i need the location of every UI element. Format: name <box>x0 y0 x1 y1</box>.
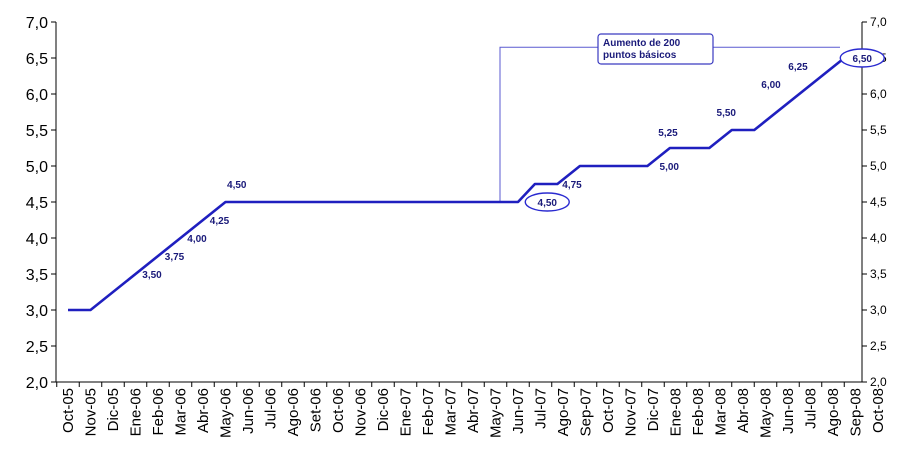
x-tick-label: Ago-07 <box>555 388 572 436</box>
x-tick-label: Jul-06 <box>263 388 280 429</box>
x-tick-label: Ene-06 <box>128 388 145 436</box>
x-tick-label: Jun-06 <box>240 388 257 434</box>
x-tick-label: Nov-07 <box>623 388 640 436</box>
circled-label-ellipse <box>524 192 570 212</box>
data-label: 4,50 <box>227 180 247 191</box>
x-tick-label: Feb-06 <box>150 388 167 436</box>
data-label: 4,50 <box>538 198 558 209</box>
callout-text-line: puntos básicos <box>603 50 677 61</box>
y-tick-label-left: 7,0 <box>26 15 48 32</box>
x-tick-label: Feb-08 <box>690 388 707 436</box>
x-tick-label: Dic-06 <box>375 388 392 431</box>
x-tick-label: Oct-06 <box>330 388 347 433</box>
axes: 2,0 2,0 2,5 2,5 3,0 3,0 3,5 3,5 4,0 4,0 4,5 4,5 5,0 5… <box>26 15 887 438</box>
y-tick-label-left: 4,5 <box>26 195 48 212</box>
x-tick-label: Ene-08 <box>668 388 685 436</box>
y-tick-label-left: 6,5 <box>26 51 48 68</box>
x-tick-label: Mar-07 <box>443 388 460 436</box>
y-tick-label-left: 5,5 <box>26 123 48 140</box>
data-label: 4,75 <box>562 180 582 191</box>
y-tick-label-left: 5,0 <box>26 159 48 176</box>
series-line <box>68 56 867 312</box>
x-tick-label: Abr-08 <box>735 388 752 433</box>
callout-bracket-left <box>499 46 598 202</box>
x-tick-label: Nov-05 <box>83 388 100 436</box>
x-tick-label: Ago-06 <box>285 388 302 436</box>
x-tick-label: Ago-08 <box>825 388 842 436</box>
x-tick-label: Jun-07 <box>510 388 527 434</box>
x-tick-label: Mar-06 <box>173 388 190 436</box>
x-tick-label: Jul-08 <box>803 388 820 429</box>
data-label: 5,25 <box>658 128 678 139</box>
x-tick-label: Sep-08 <box>848 388 865 436</box>
y-tick-label-right: 2,0 <box>870 375 887 389</box>
data-label: 5,50 <box>717 108 737 119</box>
callout-box <box>597 33 714 65</box>
y-tick-label-left: 6,0 <box>26 87 48 104</box>
data-label: 6,25 <box>788 62 808 73</box>
x-tick-label: May-06 <box>218 388 235 438</box>
y-tick-label-right: 5,5 <box>870 123 887 137</box>
data-label: 3,50 <box>142 270 162 281</box>
y-tick-label-right: 2,5 <box>870 339 887 353</box>
x-tick-label: Oct-08 <box>870 388 887 433</box>
x-tick-label: Dic-07 <box>645 388 662 431</box>
x-tick-label: Set-06 <box>308 388 325 432</box>
x-tick-label: Nov-06 <box>353 388 370 436</box>
y-tick-label-right: 6,0 <box>870 87 887 101</box>
data-label: 5,00 <box>660 162 680 173</box>
data-label: 6,00 <box>761 80 781 91</box>
y-tick-label-left: 3,0 <box>26 303 48 320</box>
x-tick-label: Sep-07 <box>578 388 595 436</box>
data-label: 6,50 <box>853 54 873 65</box>
x-tick-label: Abr-07 <box>465 388 482 433</box>
y-tick-label-right: 4,5 <box>870 195 887 209</box>
data-label: 3,75 <box>165 252 185 263</box>
y-tick-label-right: 3,5 <box>870 267 887 281</box>
y-tick-label-left: 3,5 <box>26 267 48 284</box>
y-tick-label-right: 7,0 <box>870 15 887 29</box>
x-tick-label: May-07 <box>488 388 505 438</box>
y-tick-label-right: 3,0 <box>870 303 887 317</box>
y-tick-label-left: 4,0 <box>26 231 48 248</box>
circled-label-ellipse <box>839 48 885 68</box>
x-tick-label: Jun-08 <box>780 388 797 434</box>
x-tick-label: Dic-05 <box>105 388 122 431</box>
series-layer <box>68 56 867 312</box>
x-tick-label: Mar-08 <box>713 388 730 436</box>
callout-text-line: Aumento de 200 <box>603 38 681 49</box>
x-tick-label: Feb-07 <box>420 388 437 436</box>
y-tick-label-left: 2,0 <box>26 375 48 392</box>
y-tick-label-left: 2,5 <box>26 339 48 356</box>
y-tick-label-right: 5,0 <box>870 159 887 173</box>
x-tick-label: Oct-07 <box>600 388 617 433</box>
x-tick-label: Abr-06 <box>195 388 212 433</box>
data-label: 4,00 <box>187 234 207 245</box>
y-tick-label-right: 4,0 <box>870 231 887 245</box>
x-tick-label: Ene-07 <box>398 388 415 436</box>
x-tick-label: Jul-07 <box>533 388 550 429</box>
data-label: 4,25 <box>210 216 230 227</box>
x-tick-label: May-08 <box>758 388 775 438</box>
x-tick-label: Oct-05 <box>60 388 77 433</box>
data-labels: 3,503,754,004,25 4,50 4,50 4,75 5,00 5,25 5,50… <box>142 48 885 281</box>
